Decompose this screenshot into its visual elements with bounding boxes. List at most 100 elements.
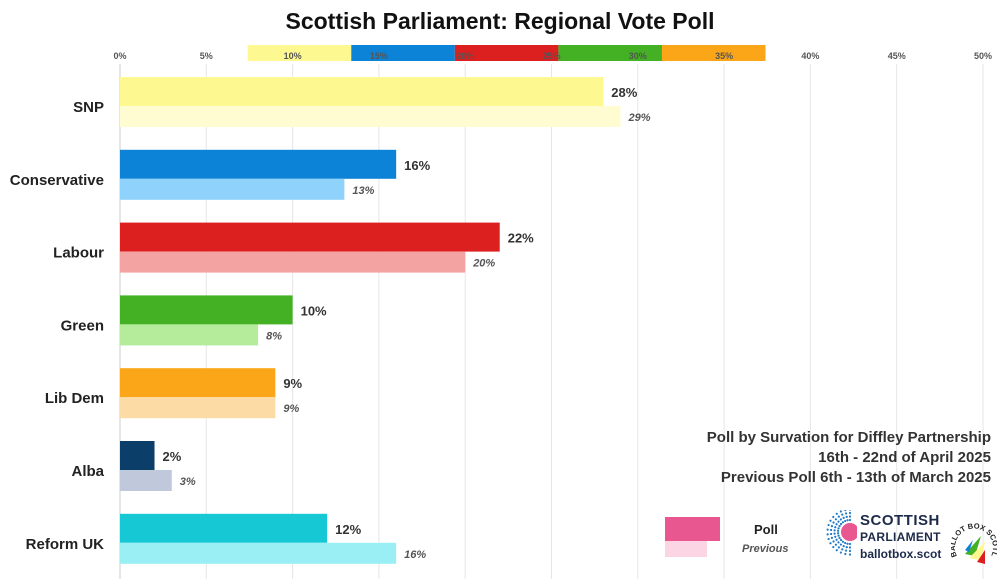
seat-dot <box>826 533 829 536</box>
seat-dot <box>839 551 842 554</box>
bar-poll <box>120 77 604 106</box>
bar-previous <box>120 106 621 127</box>
data-label-previous: 9% <box>283 403 299 415</box>
seat-dot <box>834 526 837 529</box>
seat-dot <box>848 511 852 515</box>
seat-dot <box>829 519 832 522</box>
seat-dot <box>829 542 832 545</box>
seat-dot <box>839 510 842 513</box>
data-label-poll: 28% <box>611 85 637 100</box>
tick-band-segment <box>351 45 455 61</box>
seat-dot <box>848 518 852 522</box>
x-tick-label: 20% <box>456 51 474 61</box>
bar-poll <box>120 513 328 543</box>
seat-dot <box>835 549 838 552</box>
data-label-previous: 29% <box>628 112 651 124</box>
x-tick-label: 0% <box>113 51 126 61</box>
data-label-previous: 8% <box>266 330 282 342</box>
ballot-box-scotland-badge: BALLOT BOX SCOTLAND <box>951 510 997 564</box>
source-line-pollster: Poll by Survation for Diffley Partnershi… <box>706 429 991 446</box>
seat-dot <box>848 553 852 556</box>
data-label-poll: 22% <box>508 231 534 246</box>
chart-legend: Poll Previous <box>665 516 805 561</box>
x-tick-label: 35% <box>715 51 733 61</box>
data-label-previous: 3% <box>180 476 196 488</box>
data-label-poll: 2% <box>163 449 182 464</box>
seat-dot <box>839 518 842 521</box>
data-label-previous: 20% <box>472 258 495 270</box>
data-label-poll: 16% <box>404 158 430 173</box>
bar-previous <box>120 324 259 346</box>
seat-dot <box>830 532 833 536</box>
seat-dot <box>832 521 835 524</box>
seat-dot <box>838 536 841 540</box>
legend-previous-swatch <box>665 541 707 557</box>
tick-band-segment <box>454 45 559 61</box>
seat-dot <box>845 515 848 518</box>
seat-dot <box>844 541 847 545</box>
seat-dot <box>837 515 840 518</box>
seat-dot <box>848 515 852 518</box>
x-tick-label: 25% <box>542 51 560 61</box>
seat-dot <box>841 540 845 543</box>
seat-dot <box>839 538 843 542</box>
bar-previous <box>120 251 466 273</box>
scottish-parliament-logo: SCOTTISH PARLIAMENT ballotbox.scot <box>823 508 953 568</box>
category-label: SNP <box>73 99 104 116</box>
seat-dot <box>837 546 840 549</box>
x-tick-label: 45% <box>888 51 906 61</box>
data-label-poll: 10% <box>301 303 327 318</box>
category-label: Alba <box>71 463 104 480</box>
seat-dot <box>837 534 840 537</box>
bar-poll <box>120 441 155 470</box>
seat-dot <box>844 552 847 556</box>
seat-dot <box>827 523 830 527</box>
x-tick-label: 5% <box>200 51 213 61</box>
bar-poll <box>120 295 293 325</box>
legend-previous-label: Previous <box>742 543 789 555</box>
seat-dot <box>832 540 835 543</box>
seat-dot <box>836 529 840 532</box>
seat-dot <box>832 515 835 519</box>
seat-dot <box>826 528 829 531</box>
seat-dot <box>830 528 833 532</box>
seat-dot <box>844 519 847 523</box>
parliament-seat-icon <box>826 510 857 556</box>
tick-band-segment <box>661 45 766 61</box>
chart-title: Scottish Parliament: Regional Vote Poll <box>285 8 715 34</box>
category-label: Labour <box>53 245 104 262</box>
legend-poll-label: Poll <box>754 522 778 537</box>
seat-dot <box>834 543 837 546</box>
seat-dot <box>844 512 848 515</box>
seat-dot <box>834 535 837 538</box>
x-tick-label: 50% <box>974 51 992 61</box>
seat-dot <box>833 532 836 535</box>
bar-previous <box>120 397 276 419</box>
bar-previous <box>120 542 397 564</box>
seat-dot <box>839 543 842 546</box>
seat-dot <box>846 519 849 522</box>
bar-previous <box>120 178 345 200</box>
seat-dot <box>844 510 847 512</box>
category-label: Conservative <box>10 172 104 189</box>
seat-dot <box>849 510 851 511</box>
seat-dot <box>833 529 836 532</box>
seat-dot <box>830 536 834 539</box>
seat-dot <box>845 546 848 549</box>
source-line-dates: 16th - 22nd of April 2025 <box>818 449 991 466</box>
seat-dot <box>830 525 834 528</box>
bar-poll <box>120 368 276 398</box>
category-label: Green <box>61 317 104 334</box>
legend-poll-swatch <box>665 517 720 541</box>
x-tick-label: 40% <box>801 51 819 61</box>
seat-dot <box>841 521 845 524</box>
data-label-poll: 9% <box>283 376 302 391</box>
logo-line-site: ballotbox.scot <box>860 547 942 561</box>
seat-dot <box>848 549 852 553</box>
x-tick-label: 30% <box>629 51 647 61</box>
seat-dot <box>848 542 852 546</box>
seat-dot <box>832 545 835 549</box>
seat-dot <box>837 527 840 530</box>
logo-line-parliament: PARLIAMENT <box>860 530 941 544</box>
